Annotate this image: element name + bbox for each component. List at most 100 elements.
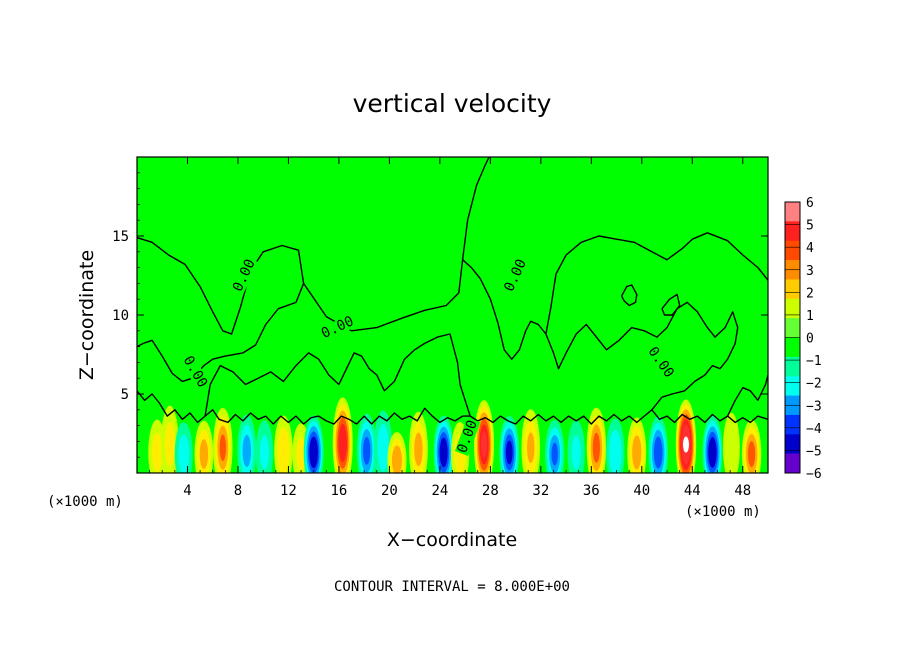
- velocity-contour-fill: [527, 432, 535, 464]
- x-tick-label: 32: [532, 483, 549, 499]
- velocity-cell: [567, 420, 585, 473]
- velocity-cell: [474, 400, 495, 473]
- colorbar-swatch: [785, 356, 800, 377]
- velocity-contour-fill: [310, 442, 317, 463]
- x-axis-label: X−coordinate: [387, 529, 517, 551]
- velocity-contour-fill: [609, 429, 622, 473]
- velocity-cell: [627, 417, 647, 473]
- velocity-contour-fill: [723, 412, 740, 473]
- colorbar-label: 2: [806, 286, 814, 301]
- y-tick-label: 5: [121, 387, 129, 403]
- velocity-cell: [702, 415, 723, 473]
- velocity-peak: [682, 436, 689, 453]
- velocity-contour-fill: [296, 437, 306, 471]
- contour-label-gap: [179, 352, 211, 391]
- velocity-cell: [433, 415, 454, 473]
- x-tick-label: 16: [330, 483, 347, 499]
- colorbar-label: −4: [806, 422, 822, 437]
- colorbar-label: −2: [806, 377, 822, 392]
- velocity-contour-fill: [199, 439, 209, 469]
- velocity-contour-fill: [277, 427, 290, 473]
- y-axis-label: Z−coordinate: [76, 250, 98, 380]
- contour-label-gap: [501, 256, 530, 295]
- velocity-contour-fill: [592, 432, 600, 463]
- zero-contour-line: [620, 284, 638, 307]
- colorbar-swatch: [785, 221, 800, 242]
- zero-contour-line: [726, 374, 768, 417]
- x-tick-label: 24: [431, 483, 448, 499]
- contour-lines: [137, 157, 768, 425]
- contour-label-gap: [644, 343, 677, 382]
- velocity-contour-fill: [338, 423, 347, 462]
- x-unit-right: (×1000 m): [685, 504, 761, 520]
- velocity-cell: [606, 418, 625, 473]
- contour-label-gap: [318, 313, 357, 342]
- velocity-cell: [409, 411, 428, 473]
- velocity-cell: [521, 409, 541, 473]
- x-tick-label: 12: [280, 483, 297, 499]
- colorbar-label: 5: [806, 219, 814, 234]
- velocity-contour-fill: [377, 424, 389, 472]
- velocity-contour-fill: [242, 434, 251, 467]
- x-tick-label: 28: [482, 483, 499, 499]
- velocity-contour-fill: [363, 436, 371, 465]
- velocity-cell: [387, 432, 407, 473]
- velocity-cell: [255, 420, 274, 473]
- y-axis: 5 10 15: [112, 172, 768, 458]
- velocity-cell: [499, 416, 520, 473]
- colorbar-swatch: [785, 414, 800, 435]
- contour-label-gap: [230, 256, 259, 295]
- velocity-cell: [545, 419, 565, 473]
- velocity-cell: [274, 415, 293, 473]
- x-tick-label: 44: [684, 483, 701, 499]
- colorbar-label: 4: [806, 241, 814, 256]
- x-tick-label: 40: [633, 483, 650, 499]
- velocity-cell: [174, 422, 193, 473]
- plot-area: 0.000.000.000.000.000.00: [137, 157, 768, 473]
- colorbar-swatch: [785, 318, 800, 338]
- x-tick-label: 20: [381, 483, 398, 499]
- velocity-contour-fill: [653, 436, 663, 469]
- colorbar: 6 5 4 3 2 1 0 −1 −2 −3 −4 −5 −6: [784, 196, 822, 482]
- velocity-contour-fill: [414, 432, 423, 467]
- colorbar-swatch: [785, 434, 800, 454]
- velocity-cell: [648, 416, 669, 473]
- colorbar-swatch: [785, 453, 800, 474]
- colorbar-swatch: [785, 279, 800, 300]
- zero-contour-line: [545, 232, 768, 335]
- x-unit-left: (×1000 m): [47, 494, 123, 510]
- velocity-contour-fill: [439, 437, 448, 468]
- colorbar-label: 3: [806, 264, 814, 279]
- velocity-cell: [213, 407, 233, 473]
- colorbar-swatch: [785, 376, 800, 396]
- zero-contour-line: [661, 293, 681, 316]
- zero-contour-line: [137, 236, 305, 383]
- zero-contour-line: [204, 333, 471, 417]
- colorbar-label: −1: [806, 354, 822, 369]
- colorbar-swatch: [785, 298, 800, 319]
- velocity-contour-fill: [259, 435, 270, 470]
- contour-interval-note: CONTOUR INTERVAL = 8.000E+00: [334, 579, 570, 595]
- velocity-cell: [303, 415, 324, 473]
- y-tick-label: 15: [112, 229, 129, 245]
- chart-title: vertical velocity: [353, 89, 552, 118]
- velocity-contour-fill: [632, 435, 642, 470]
- velocity-cell: [675, 399, 697, 473]
- velocity-contour-fill: [505, 440, 513, 465]
- colorbar-label: −5: [806, 444, 822, 459]
- y-tick-label: 10: [112, 308, 129, 324]
- velocity-contour-fill: [571, 435, 581, 470]
- velocity-contour-fill: [151, 433, 163, 472]
- colorbar-label: −6: [806, 467, 822, 482]
- x-axis: 4 8 12 16 20 24 28 32 36 40 44 48: [149, 157, 756, 499]
- colorbar-label: 0: [806, 332, 814, 347]
- velocity-contour-fill: [178, 434, 190, 473]
- x-tick-label: 36: [583, 483, 600, 499]
- colorbar-swatch: [785, 337, 800, 358]
- velocity-cell: [723, 412, 740, 473]
- velocity-contour-fill: [391, 445, 402, 473]
- colorbar-swatch: [785, 202, 800, 222]
- colorbar-label: 1: [806, 309, 814, 324]
- zero-contour-line: [462, 259, 547, 360]
